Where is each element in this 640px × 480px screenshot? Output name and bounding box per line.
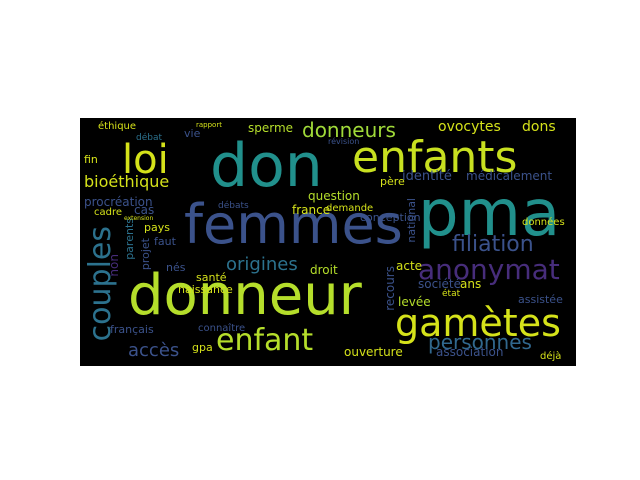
word-naissance: naissance <box>178 283 233 296</box>
word-rapport: rapport <box>196 121 222 129</box>
word-gametes: gamètes <box>395 301 561 345</box>
word-ouverture: ouverture <box>344 345 403 359</box>
word-association: association <box>436 345 504 359</box>
word-question: question <box>308 189 360 203</box>
word-demande: demande <box>326 203 374 214</box>
word-origines: origines <box>226 254 298 275</box>
word-pere: père <box>380 175 405 188</box>
word-cloud: don enfants pma femmes donneur loi gamèt… <box>80 118 576 366</box>
word-parents: parents <box>123 218 136 260</box>
word-identite: identité <box>402 169 452 184</box>
word-extension: extension <box>124 215 154 222</box>
word-gpa: gpa <box>192 341 213 354</box>
word-france: france <box>292 203 331 217</box>
word-enfants: enfants <box>352 132 518 183</box>
word-femmes: femmes <box>184 193 403 256</box>
word-pma: pma <box>418 177 561 251</box>
word-acte: acte <box>396 259 423 273</box>
word-debats: débats <box>218 201 249 211</box>
word-donnees: données <box>522 217 565 228</box>
word-fin: fin <box>84 153 98 166</box>
word-sante: santé <box>196 271 227 284</box>
word-bioethique: bioéthique <box>84 172 170 191</box>
word-cadre: cadre <box>94 207 123 218</box>
word-pays: pays <box>144 221 170 234</box>
word-droit: droit <box>310 263 338 277</box>
word-medicalement: médicalement <box>466 169 553 183</box>
word-conception: conception <box>360 211 421 224</box>
word-ovocytes: ovocytes <box>438 119 501 135</box>
word-anonymat: anonymat <box>418 253 560 286</box>
word-enfant: enfant <box>216 323 314 358</box>
word-personnes: personnes <box>428 330 532 354</box>
word-national: national <box>405 198 418 243</box>
word-cas: cas <box>134 203 155 217</box>
word-francais: français <box>110 323 154 336</box>
word-acces: accès <box>128 340 180 361</box>
word-etat: état <box>442 289 461 299</box>
word-ethique: éthique <box>98 121 137 132</box>
word-sperme: sperme <box>248 121 294 135</box>
word-donneurs: donneurs <box>302 118 396 142</box>
word-dons: dons <box>522 119 556 135</box>
word-projet: projet <box>139 238 152 271</box>
word-non: non <box>107 254 121 277</box>
word-don: don <box>210 131 323 201</box>
word-ans: ans <box>460 277 482 291</box>
word-loi: loi <box>122 137 169 183</box>
word-societe: société <box>418 277 461 291</box>
word-filiation: filiation <box>452 232 534 257</box>
word-assistee: assistée <box>518 293 563 306</box>
word-debat: débat <box>136 133 163 143</box>
word-nes: nés <box>166 261 186 274</box>
word-revision: révision <box>328 137 360 146</box>
word-procreation: procréation <box>84 195 153 209</box>
word-faut: faut <box>154 235 176 248</box>
word-deja: déjà <box>540 351 562 362</box>
word-recours: recours <box>383 266 397 311</box>
word-vie: vie <box>184 127 201 140</box>
word-connaitre: connaître <box>198 323 246 334</box>
word-donneur: donneur <box>128 263 362 328</box>
word-levee: levée <box>398 295 431 309</box>
